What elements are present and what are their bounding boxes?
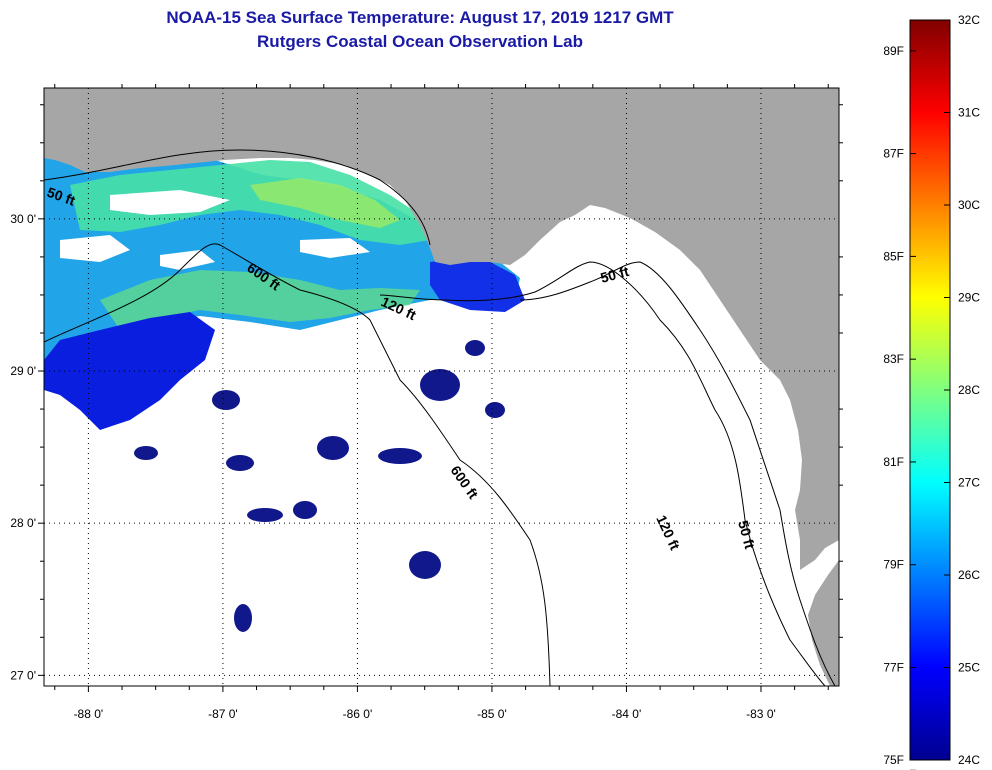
lon-label: -85 0' [477,707,507,721]
lat-label: 28 0' [10,516,36,530]
colorbar-gradient [909,19,951,761]
lon-label: -86 0' [343,707,373,721]
colorbar-f-label: 75F [883,753,904,767]
contour-600ft [44,243,551,686]
lon-label: -88 0' [74,707,104,721]
colorbar-f-label: 79F [883,558,904,572]
sst-patch [485,402,505,418]
sst-patch [409,551,441,579]
contour-50ft-east [519,261,836,686]
lat-label: 27 0' [10,668,36,682]
colorbar-f-label: 89F [883,44,904,58]
colorbar-c-label: 26C [958,568,980,582]
sst-warm-band [70,160,430,245]
gap [300,238,370,258]
colorbar-c-label: 27C [958,476,980,490]
temperature-colorbar: 32C 31C 30C 29C 28C 27C 26C 25C 24C 89F 87F 85F 83F 8… [883,13,980,770]
sst-data-layer [44,112,525,632]
sst-patch [234,604,252,632]
sst-patch [378,448,422,464]
sst-patch [293,501,317,519]
contour-120ft [379,261,826,686]
gap [160,250,215,270]
lat-label: 29 0' [10,364,36,378]
colorbar-f-label: 81F [883,455,904,469]
sst-patch [212,390,240,410]
colorbar-f-label: 77F [883,661,904,675]
map-frame [43,87,840,687]
sst-patch [317,436,349,460]
lon-label: -84 0' [612,707,642,721]
colorbar-f-label: 83F [883,352,904,366]
contour-label-50ft-east: 50 ft [599,263,631,286]
land-mass-southeast [808,560,839,686]
no-data-gaps [60,190,370,270]
sst-patch [465,340,485,356]
axis-labels: -88 0' -87 0' -86 0' -85 0' -84 0' -83 0' 30 0… [10,212,775,721]
colorbar-c-label: 31C [958,106,980,120]
colorbar-c-label: 30C [958,198,980,212]
sst-patch [247,508,283,522]
bathymetry-contours [44,149,836,686]
lat-label: 30 0' [10,212,36,226]
lon-label: -87 0' [208,707,238,721]
gap [110,190,230,215]
sst-patch [420,369,460,401]
sst-patch [134,446,158,460]
map-subtitle: Rutgers Coastal Ocean Observation Lab [257,32,583,51]
colorbar-f-label: 87F [883,147,904,161]
lon-label: -83 0' [746,707,776,721]
sst-warm-band-2 [250,178,400,228]
colorbar-f-label: 85F [883,249,904,263]
colorbar-c-label: 29C [958,291,980,305]
contour-label-50ft-south: 50 ft [735,519,758,551]
contour-50ft-west [44,149,431,246]
colorbar-c-label: 32C [958,13,980,27]
colorbar-c-label: 28C [958,383,980,397]
sst-patch [226,455,254,471]
sst-green-south [100,270,420,330]
axis-ticks [38,84,843,692]
land-mass [44,88,839,570]
colorbar-c-label: 25C [958,661,980,675]
colorbar-c-label: 24C [958,753,980,767]
map-title: NOAA-15 Sea Surface Temperature: August … [166,8,674,27]
gap [60,235,130,262]
